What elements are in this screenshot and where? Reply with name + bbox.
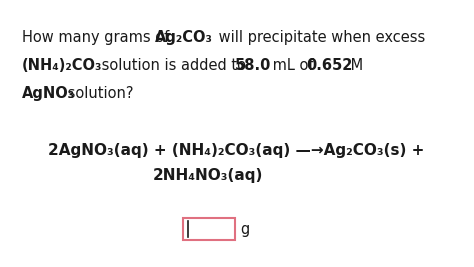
Text: Ag₂CO₃: Ag₂CO₃ [155,30,213,45]
Text: g: g [240,222,249,237]
Text: mL of: mL of [268,58,318,73]
Text: (NH₄)₂CO₃: (NH₄)₂CO₃ [22,58,102,73]
Text: 2NH₄NO₃(aq): 2NH₄NO₃(aq) [153,168,264,183]
Text: M: M [346,58,363,73]
Bar [183,218,235,240]
Text: How many grams of: How many grams of [22,30,174,45]
Text: 58.0: 58.0 [235,58,272,73]
Text: AgNO₃: AgNO₃ [22,86,75,101]
Text: solution?: solution? [63,86,134,101]
Text: 0.652: 0.652 [306,58,352,73]
Text: will precipitate when excess: will precipitate when excess [214,30,425,45]
Text: 2AgNO₃(aq) + (NH₄)₂CO₃(aq) —→Ag₂CO₃(s) +: 2AgNO₃(aq) + (NH₄)₂CO₃(aq) —→Ag₂CO₃(s) + [48,143,424,158]
Text: solution is added to: solution is added to [97,58,251,73]
